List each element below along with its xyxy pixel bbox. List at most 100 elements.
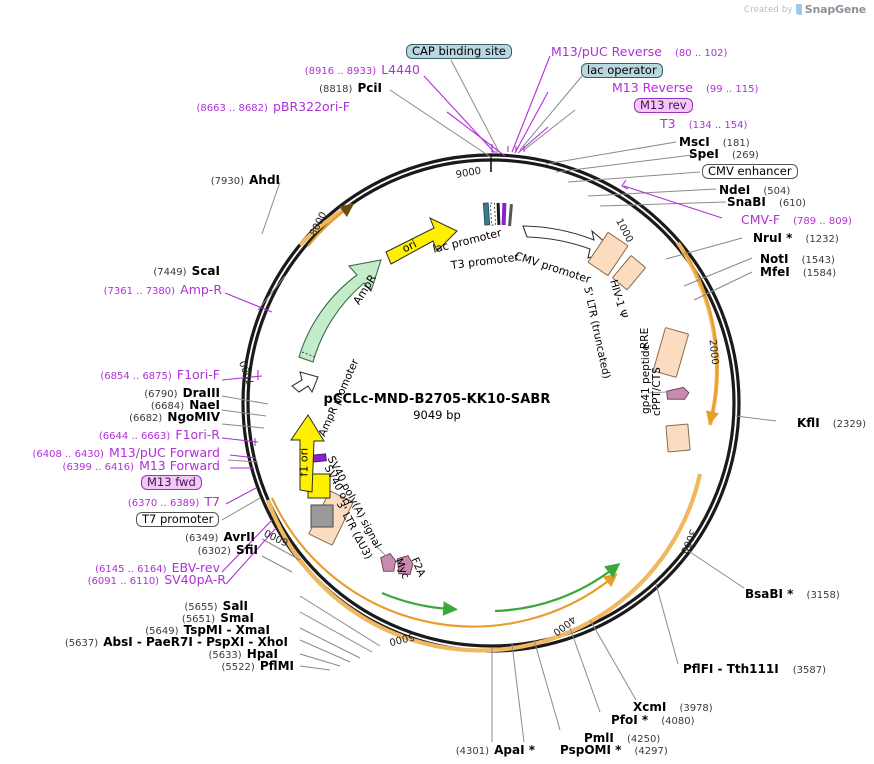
EBV-rev-name[interactable]: EBV-rev bbox=[171, 560, 220, 575]
M13-pUC-Forward-position: (6408 .. 6430) bbox=[32, 449, 104, 460]
HpaI-position: (5633) bbox=[208, 650, 242, 661]
pBR322ori-F-name[interactable]: pBR322ori-F bbox=[272, 99, 350, 114]
NruI-position: (1232) bbox=[805, 234, 839, 245]
label-T7-promoter[interactable]: T7 promoter bbox=[136, 510, 220, 528]
NgoMIV-name[interactable]: NgoMIV bbox=[167, 410, 220, 424]
label-lac-operator[interactable]: lac operator bbox=[581, 61, 663, 79]
MscI-name[interactable]: MscI bbox=[679, 135, 710, 149]
label-BsaBI: BsaBI * (3158) bbox=[745, 585, 840, 602]
F1ori-R-position: (6644 .. 6663) bbox=[98, 431, 171, 442]
label-M13-Reverse: M13 Reverse (99 .. 115) bbox=[612, 79, 758, 96]
PmlI-name[interactable]: PmlI bbox=[584, 731, 614, 745]
T7-promoter-badge[interactable]: T7 promoter bbox=[136, 512, 220, 528]
AbsI-group-position: (5637) bbox=[64, 638, 99, 649]
F1ori-R-name[interactable]: F1ori-R bbox=[175, 427, 220, 442]
snapgene-watermark: Created by SnapGene bbox=[744, 3, 866, 16]
XcmI-name[interactable]: XcmI bbox=[633, 700, 667, 714]
SpeI-name[interactable]: SpeI bbox=[689, 147, 719, 161]
NotI-name[interactable]: NotI bbox=[760, 252, 789, 266]
M13-pUC-Reverse-position: (80 .. 102) bbox=[675, 48, 728, 59]
label-pBR322ori-F: (8663 .. 8682) pBR322ori-F bbox=[20, 98, 350, 115]
label-SpeI: SpeI (269) bbox=[689, 145, 759, 162]
label-EBV-rev: (6145 .. 6164) EBV-rev bbox=[20, 559, 220, 576]
PflFI-Tth111I-name[interactable]: PflFI - Tth111I bbox=[683, 662, 779, 676]
label-DraIII: (6790) DraIII bbox=[30, 384, 220, 401]
plasmid-name: pCCLc-MND-B2705-KK10-SABR bbox=[323, 392, 551, 407]
T3-primer-name[interactable]: T3 bbox=[660, 116, 676, 131]
TspMI-XmaI-position: (5649) bbox=[145, 626, 179, 637]
HpaI-name[interactable]: HpaI bbox=[246, 647, 278, 661]
label-T3-primer: T3 (134 .. 154) bbox=[660, 115, 747, 132]
cmv-enhancer-badge[interactable]: CMV enhancer bbox=[702, 164, 798, 180]
KflI-position: (2329) bbox=[832, 419, 867, 430]
label-PmlI: PmlI (4250) bbox=[584, 729, 660, 746]
SfiI-name[interactable]: SfiI bbox=[235, 543, 258, 557]
label-cmv-enhancer[interactable]: CMV enhancer bbox=[702, 162, 798, 180]
SV40pA-R-name[interactable]: SV40pA-R bbox=[164, 572, 226, 587]
MfeI-name[interactable]: MfeI bbox=[760, 265, 790, 279]
NaeI-position: (6684) bbox=[150, 401, 185, 412]
AvrII-name[interactable]: AvrII bbox=[223, 530, 255, 544]
SmaI-name[interactable]: SmaI bbox=[220, 611, 254, 625]
label-Amp-R: (7361 .. 7380) Amp-R bbox=[30, 281, 222, 298]
Amp-R-name[interactable]: Amp-R bbox=[180, 282, 222, 297]
KflI-name[interactable]: KflI bbox=[797, 416, 820, 430]
leader-lines-primers bbox=[423, 55, 551, 157]
SmaI-position: (5651) bbox=[181, 614, 216, 625]
label-AvrII: (6349) AvrII bbox=[40, 528, 255, 545]
T7-primer-name[interactable]: T7 bbox=[204, 494, 220, 509]
SpeI-position: (269) bbox=[731, 150, 759, 161]
label-cap-binding-site[interactable]: CAP binding site bbox=[406, 42, 512, 60]
feature-ori bbox=[385, 216, 458, 265]
DraIII-name[interactable]: DraIII bbox=[182, 386, 220, 400]
lac-operator-badge[interactable]: lac operator bbox=[581, 63, 663, 79]
M13-fwd-badge[interactable]: M13 fwd bbox=[141, 475, 202, 491]
NotI-position: (1543) bbox=[801, 255, 835, 266]
SnaBI-name[interactable]: SnaBI bbox=[727, 195, 766, 209]
CMV-F-name[interactable]: CMV-F bbox=[741, 212, 781, 227]
M13-Forward-name[interactable]: M13 Forward bbox=[139, 458, 220, 473]
watermark-prefix: Created by bbox=[743, 4, 793, 15]
PflFI-Tth111I-position: (3587) bbox=[792, 665, 827, 676]
M13-rev-badge[interactable]: M13 rev bbox=[634, 98, 693, 114]
label-SalI: (5655) SalI bbox=[40, 597, 248, 614]
label-PspOMI: PspOMI * (4297) bbox=[560, 741, 668, 758]
AhdI-name[interactable]: AhdI bbox=[249, 173, 280, 187]
leader-lines-primers-left bbox=[221, 179, 723, 585]
feature-f1-ori bbox=[290, 414, 325, 493]
NruI-name[interactable]: NruI * bbox=[753, 231, 793, 245]
BsaBI-name[interactable]: BsaBI * bbox=[745, 587, 794, 601]
F1ori-F-name[interactable]: F1ori-F bbox=[176, 367, 220, 382]
label-SnaBI: SnaBI (610) bbox=[727, 193, 806, 210]
cap-binding-site-badge[interactable]: CAP binding site bbox=[406, 44, 512, 60]
NdeI-name[interactable]: NdeI bbox=[719, 183, 751, 197]
label-AbsI-PaeR7I-PspXI-XhoI: (5637) AbsI - PaeR7I - PspXI - XhoI bbox=[10, 633, 288, 650]
label-M13-rev[interactable]: M13 rev bbox=[634, 96, 693, 114]
M13-pUC-Forward-name[interactable]: M13/pUC Forward bbox=[109, 445, 220, 460]
AbsI-group-name[interactable]: AbsI - PaeR7I - PspXI - XhoI bbox=[103, 635, 288, 649]
XcmI-position: (3978) bbox=[679, 703, 713, 714]
MscI-position: (181) bbox=[722, 138, 750, 149]
label-PciI: (8818) PciI bbox=[130, 79, 382, 96]
SalI-name[interactable]: SalI bbox=[222, 599, 248, 613]
SfiI-position: (6302) bbox=[197, 546, 231, 557]
feature-lac-T3-promoter-bars bbox=[482, 202, 513, 227]
label-M13-fwd[interactable]: M13 fwd bbox=[141, 473, 202, 491]
label-T7-primer: (6370 .. 6389) T7 bbox=[40, 493, 220, 510]
M13-Reverse-name[interactable]: M13 Reverse bbox=[612, 80, 693, 95]
ApaI-name[interactable]: ApaI * bbox=[494, 743, 535, 757]
L4440-name[interactable]: L4440 bbox=[381, 62, 420, 77]
M13-pUC-Reverse-name[interactable]: M13/pUC Reverse bbox=[551, 44, 662, 59]
feature-leader-stubs bbox=[372, 391, 667, 557]
PfoI-name[interactable]: PfoI * bbox=[611, 713, 649, 727]
NaeI-name[interactable]: NaeI bbox=[189, 398, 220, 412]
PflMI-position: (5522) bbox=[221, 662, 255, 673]
label-SfiI: (6302) SfiI bbox=[40, 541, 258, 558]
PflMI-name[interactable]: PflMI bbox=[259, 659, 294, 673]
plasmid-length: 9049 bp bbox=[413, 408, 461, 422]
PciI-name[interactable]: PciI bbox=[357, 81, 383, 95]
label-KflI: KflI (2329) bbox=[797, 414, 866, 431]
TspMI-XmaI-name[interactable]: TspMI - XmaI bbox=[183, 623, 270, 637]
PspOMI-name[interactable]: PspOMI * bbox=[560, 743, 622, 757]
ScaI-name[interactable]: ScaI bbox=[191, 264, 220, 278]
